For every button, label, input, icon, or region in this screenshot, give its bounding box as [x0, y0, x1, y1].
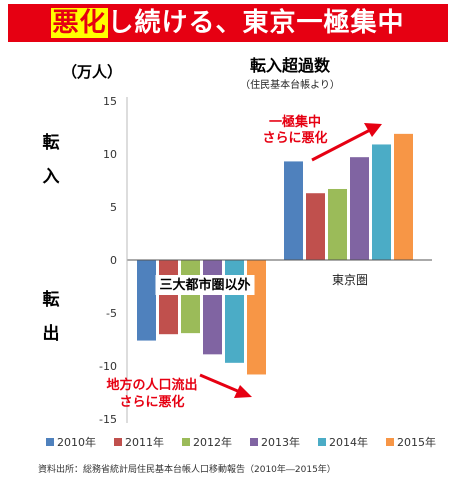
legend-swatch-2014年 — [318, 438, 326, 446]
legend-swatch-2012年 — [182, 438, 190, 446]
annotation-tokyo-line-2: さらに悪化 — [262, 130, 327, 146]
bar-2-2012年 — [328, 188, 347, 260]
legend-swatch-2010年 — [46, 438, 54, 446]
y-tick-label: 15 — [103, 95, 117, 108]
arrow-tokyo-head — [364, 123, 382, 137]
category-label-backdrop — [327, 271, 373, 289]
y-tick-label: -5 — [106, 307, 117, 320]
legend-label-2015年: 2015年 — [397, 435, 436, 449]
y-tick-label: -10 — [99, 360, 117, 373]
legend-label-2010年: 2010年 — [57, 435, 96, 449]
legend-swatch-2013年 — [250, 438, 258, 446]
legend-swatch-2011年 — [114, 438, 122, 446]
bar-1-2013年 — [203, 260, 222, 355]
bar-2-2015年 — [394, 133, 413, 260]
bar-2-2011年 — [306, 193, 325, 260]
y-tick-label: 10 — [103, 148, 117, 161]
arrow-rural-shaft — [199, 373, 241, 394]
chart-subtitle: （住民基本台帳より） — [240, 78, 340, 91]
y-tick-label: 5 — [110, 201, 117, 214]
source-note: 資料出所：総務省統計局住民基本台帳人口移動報告（2010年―2015年） — [38, 463, 336, 475]
headline-text: 悪化し続ける、東京一極集中 — [8, 4, 448, 42]
annotation-rural-line-1: 地方の人口流出 — [106, 377, 197, 393]
arrow-rural-head — [234, 385, 252, 398]
transfer-in-label-2: 入 — [43, 167, 60, 187]
y-tick-label: -15 — [99, 413, 117, 426]
bar-2-2014年 — [372, 144, 391, 260]
headline-rest: し続ける、東京一極集中 — [107, 8, 405, 38]
chart-title: 転入超過数 — [250, 56, 331, 75]
legend-label-2012年: 2012年 — [193, 435, 232, 449]
unit-label: （万人） — [62, 63, 122, 81]
bar-1-2012年 — [181, 260, 200, 334]
legend-label-2011年: 2011年 — [125, 435, 164, 449]
y-tick-label: 0 — [110, 254, 117, 267]
category-label-backdrop — [155, 275, 255, 295]
bar-1-2011年 — [159, 260, 178, 335]
legend-label-2014年: 2014年 — [329, 435, 368, 449]
bar-2-2010年 — [284, 161, 303, 260]
headline-highlight: 悪化 — [51, 8, 108, 38]
legend-swatch-2015年 — [386, 438, 394, 446]
bar-2-2013年 — [350, 157, 369, 260]
transfer-out-label-2: 出 — [43, 323, 60, 344]
legend-label-2013年: 2013年 — [261, 435, 300, 449]
category-label-tokyo: 東京圏 — [332, 273, 368, 287]
transfer-in-label-1: 転 — [43, 132, 60, 153]
bar-1-2010年 — [137, 260, 156, 341]
transfer-out-label-1: 転 — [43, 289, 60, 310]
annotation-rural-line-2: さらに悪化 — [119, 394, 184, 410]
arrow-tokyo-shaft — [311, 127, 373, 162]
headline-banner: 悪化し続ける、東京一極集中 — [8, 4, 448, 42]
annotation-tokyo-line-1: 一極集中 — [269, 114, 321, 130]
category-label-outside: 三大都市圏以外 — [159, 277, 250, 293]
